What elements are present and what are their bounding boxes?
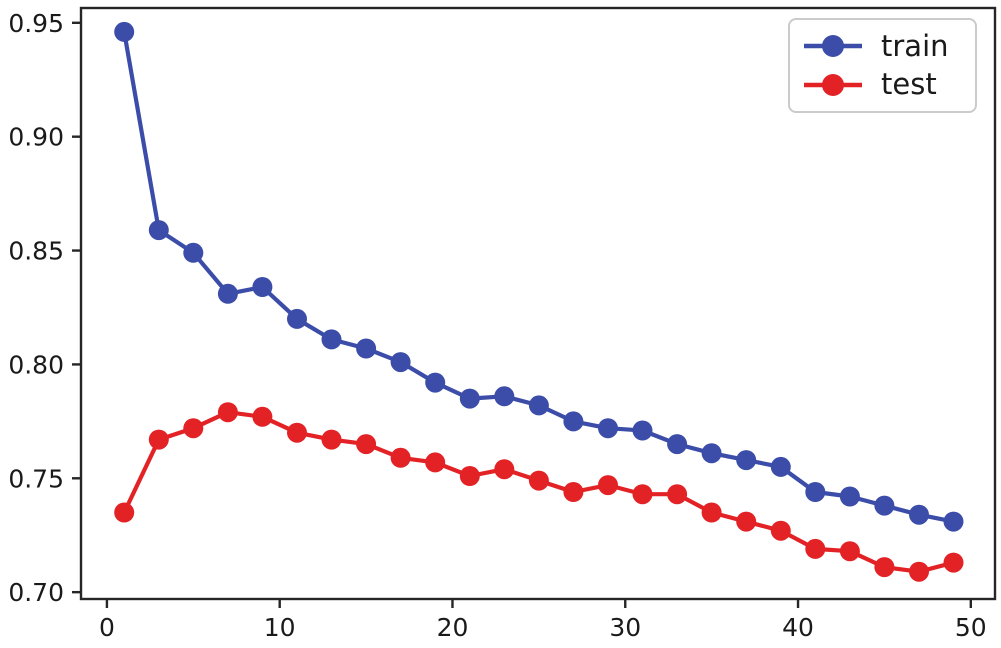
train-marker [459, 388, 480, 409]
y-tick-label: 0.95 [8, 9, 64, 38]
axes-spines [79, 6, 997, 601]
test-marker [356, 434, 377, 455]
test-marker [148, 429, 169, 450]
legend-item-train: train [802, 28, 963, 63]
train-marker [252, 277, 273, 297]
test-marker [909, 561, 929, 582]
train-marker [598, 418, 618, 439]
test-marker [494, 459, 515, 480]
y-tick-label: 0.80 [8, 350, 64, 379]
train-marker [632, 420, 653, 441]
test-marker [321, 429, 342, 450]
test-marker [183, 418, 204, 439]
test-marker [632, 484, 653, 505]
x-tick-label: 40 [782, 613, 814, 642]
train-marker [874, 495, 895, 516]
train-marker [528, 395, 549, 416]
test-marker [425, 452, 446, 473]
y-tick-label: 0.90 [8, 123, 64, 152]
test-marker [874, 557, 895, 578]
train-marker [736, 450, 757, 471]
test-marker [598, 475, 618, 496]
train-marker [114, 21, 135, 42]
test-marker [701, 502, 722, 523]
train-marker [839, 486, 860, 507]
train-marker [770, 456, 791, 477]
test-marker [390, 447, 411, 468]
test-marker [667, 484, 688, 505]
y-tick-label: 0.85 [8, 237, 64, 266]
legend-label-test: test [881, 67, 937, 102]
train-marker [563, 411, 584, 432]
legend-label-train: train [881, 28, 949, 63]
test-marker [459, 466, 480, 486]
train-marker [183, 242, 204, 263]
legend-item-test: test [802, 70, 963, 99]
x-tick-label: 30 [609, 613, 641, 642]
test-marker [770, 520, 791, 541]
train-marker [217, 283, 238, 304]
train-marker [321, 329, 342, 350]
train-marker [494, 386, 515, 407]
test-marker [287, 422, 307, 443]
test-marker [563, 482, 584, 502]
train-marker [148, 220, 169, 241]
train-marker [287, 308, 307, 329]
train-marker [425, 372, 446, 393]
legend: train test [788, 18, 977, 113]
test-marker [252, 406, 273, 427]
train-marker [909, 504, 929, 525]
x-tick-label: 0 [99, 613, 115, 642]
test-marker [114, 502, 135, 523]
x-tick-label: 20 [437, 613, 469, 642]
y-tick-label: 0.70 [8, 578, 64, 607]
test-series-marker-icon [804, 73, 862, 96]
train-marker [667, 434, 688, 455]
train-marker [701, 443, 722, 464]
test-marker [736, 511, 757, 532]
x-tick-label: 50 [955, 613, 987, 642]
train-series-marker-icon [804, 35, 862, 58]
test-marker [839, 541, 860, 562]
x-tick-label: 10 [264, 613, 296, 642]
train-marker [390, 352, 411, 373]
test-marker [943, 552, 964, 573]
train-marker [943, 511, 964, 532]
test-marker [805, 538, 826, 559]
test-marker [528, 470, 549, 491]
train-marker [805, 482, 826, 502]
y-tick-label: 0.75 [8, 464, 64, 493]
train-marker [356, 338, 377, 359]
test-marker [217, 402, 238, 423]
